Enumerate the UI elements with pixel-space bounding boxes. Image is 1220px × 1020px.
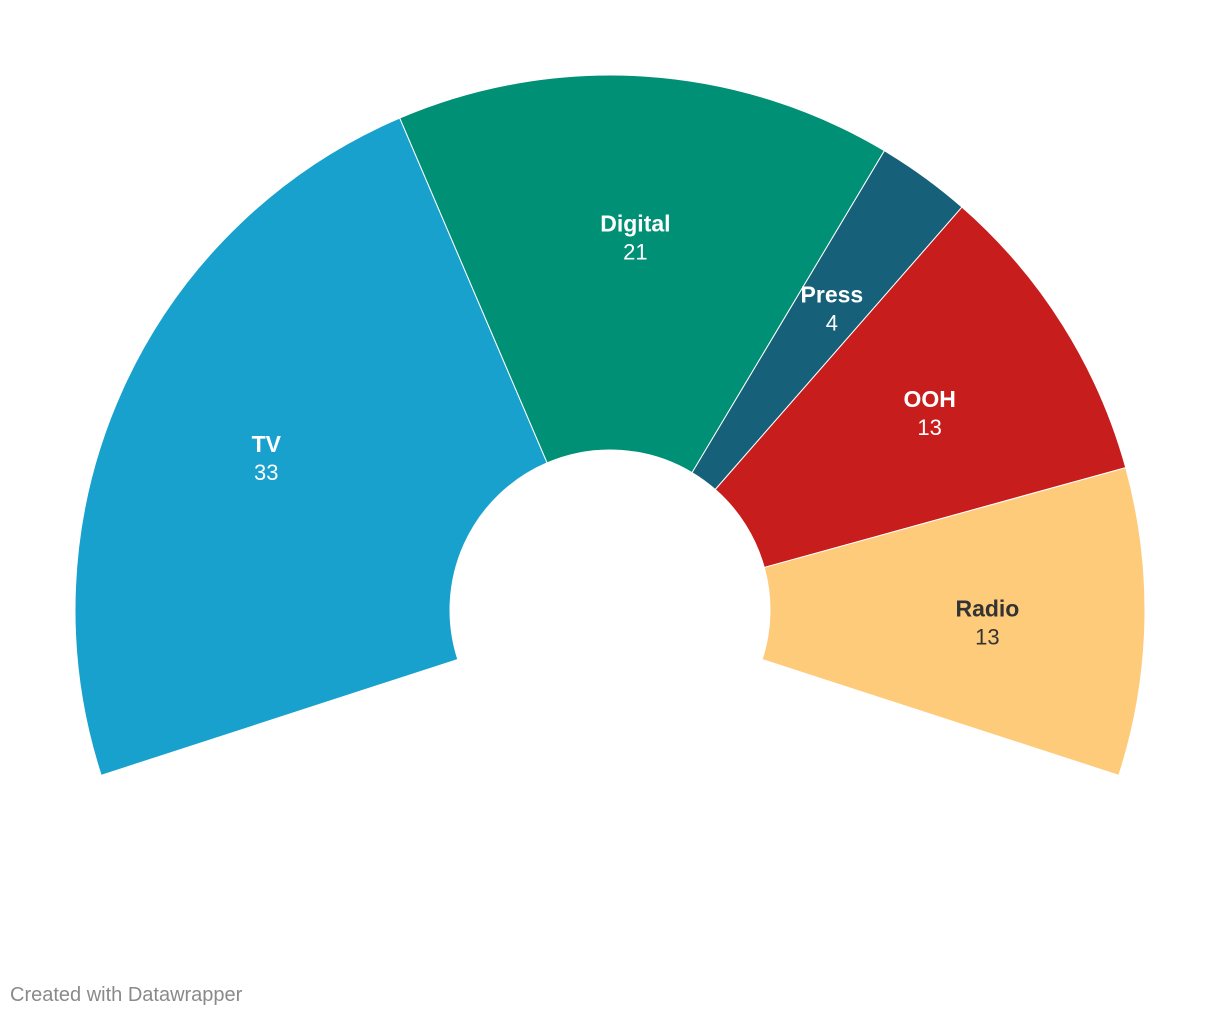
segment-digital	[399, 74, 886, 474]
segment-value-tv: 33	[254, 460, 278, 485]
credit-text: Created with Datawrapper	[10, 984, 243, 1006]
segment-label-ooh: OOH	[903, 386, 955, 412]
chart-segments	[74, 74, 1146, 776]
segment-label-radio: Radio	[955, 595, 1019, 621]
segment-ooh	[714, 206, 1127, 569]
chart-labels: TV 33 Digital 21 Press 4 OOH 13 Radio 13	[252, 210, 1020, 649]
segment-label-tv: TV	[252, 431, 282, 457]
segment-label-press: Press	[801, 282, 864, 308]
segment-label-digital: Digital	[600, 210, 670, 236]
segment-tv	[74, 117, 548, 776]
segment-radio	[761, 467, 1146, 776]
segment-value-press: 4	[826, 311, 838, 336]
segment-value-digital: 21	[623, 239, 647, 264]
segment-value-ooh: 13	[917, 415, 941, 440]
segment-value-radio: 13	[975, 624, 999, 649]
